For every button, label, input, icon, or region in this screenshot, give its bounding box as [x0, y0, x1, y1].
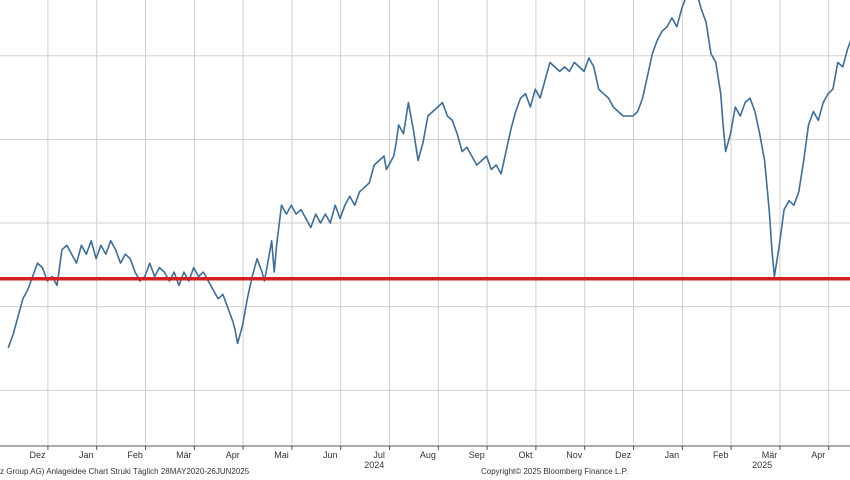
x-tick-label: Okt [518, 450, 533, 460]
x-tick-label: Jan [665, 450, 680, 460]
x-tick-label: Mär [762, 450, 778, 460]
x-tick-label: Jan [79, 450, 94, 460]
x-tick-label: Mai [274, 450, 289, 460]
x-tick-label: Feb [127, 450, 143, 460]
grid-layer [0, 0, 850, 446]
x-year-label: 2024 [364, 460, 384, 470]
x-tick-label: Apr [226, 450, 240, 460]
series-layer [7, 0, 850, 349]
x-tick-label: Dez [29, 450, 46, 460]
x-axis: Dez Jan Feb Mär Apr Mai Jun Jul Aug Sep Okt Nov Dez J… [0, 445, 850, 470]
footer-copyright-label: Copyright© 2025 Bloomberg Finance L.P. [481, 467, 629, 476]
x-year-label: 2025 [752, 460, 772, 470]
footer-source-label: z Group AG) Anlageidee Chart Struki Tägl… [0, 467, 250, 476]
x-tick-label: Sep [469, 450, 485, 460]
x-tick-label: Apr [811, 450, 825, 460]
x-tick-label: Feb [713, 450, 729, 460]
x-tick-label: Aug [420, 450, 436, 460]
x-tick-label: Dez [615, 450, 632, 460]
x-tick-label: Jun [323, 450, 338, 460]
x-tick-label: Nov [566, 450, 583, 460]
x-tick-label: Jul [373, 450, 385, 460]
x-tick-label: Mär [176, 450, 192, 460]
price-series-line [7, 0, 850, 349]
